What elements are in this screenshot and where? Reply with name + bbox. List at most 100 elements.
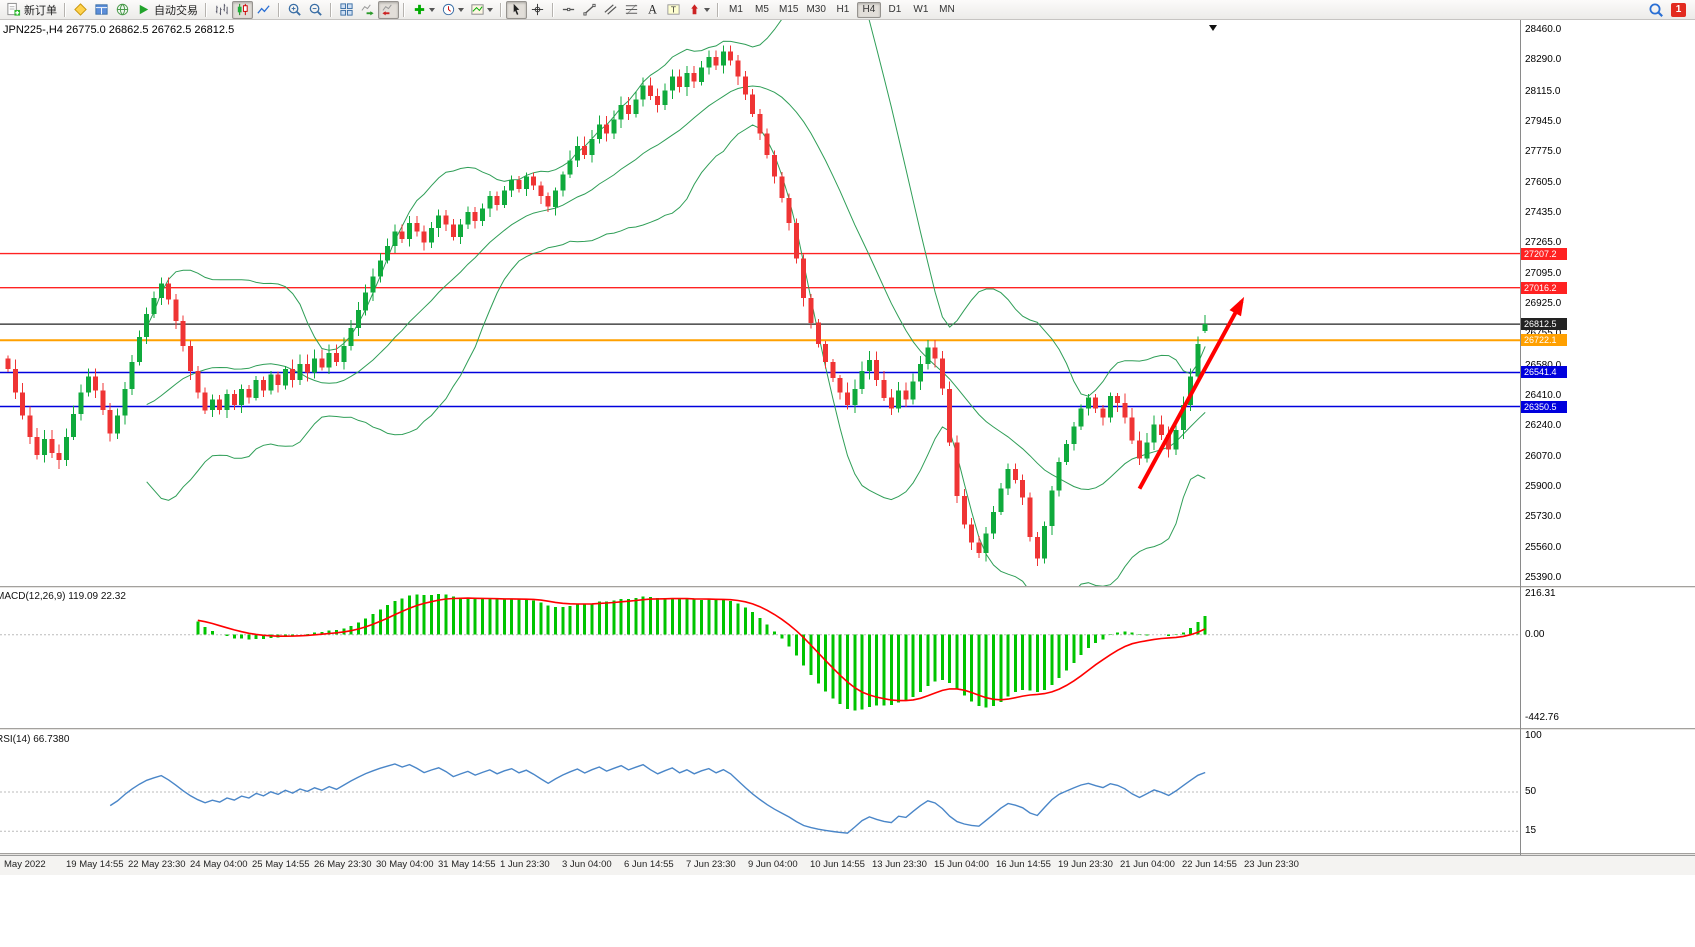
price-axis-label: 28290.0 — [1525, 54, 1562, 65]
time-axis-label: 19 May 14:55 — [66, 859, 124, 870]
horizontal-line-icon — [561, 2, 576, 17]
chart-shift-button[interactable] — [378, 0, 399, 19]
price-axis-label: 26925.0 — [1525, 298, 1562, 309]
cursor-icon — [509, 2, 524, 17]
macd-axis-label: -442.76 — [1525, 712, 1559, 723]
panel-divider — [0, 853, 1695, 855]
price-tag: 26350.5 — [1521, 401, 1567, 413]
chevron-down-icon — [458, 7, 464, 12]
time-axis-label: 30 May 04:00 — [376, 859, 434, 870]
zoom-out-icon — [308, 2, 323, 17]
time-axis-label: 16 Jun 14:55 — [996, 859, 1051, 870]
chart-shift-marker[interactable] — [1209, 25, 1217, 31]
metaeditor-button[interactable] — [70, 1, 91, 19]
text-label-icon: T — [666, 2, 681, 17]
fibonacci-button[interactable] — [621, 1, 642, 19]
macd-label: MACD(12,26,9) 119.09 22.32 — [0, 591, 126, 602]
bollinger-bands — [146, 20, 1206, 586]
channel-icon — [603, 2, 618, 17]
data-window-icon — [94, 2, 109, 17]
time-axis-strip[interactable] — [0, 855, 1695, 875]
timeframe-w1[interactable]: W1 — [913, 4, 929, 15]
price-axis-label: 25560.0 — [1525, 542, 1562, 553]
candlestick-chart-button[interactable] — [232, 0, 253, 19]
timeframe-m1[interactable]: M1 — [729, 4, 743, 15]
cursor-button[interactable] — [506, 0, 527, 19]
price-axis-label: 25390.0 — [1525, 572, 1562, 583]
metaeditor-icon — [73, 2, 88, 17]
timeframe-h4[interactable]: H4 — [856, 1, 881, 18]
community-button[interactable] — [112, 1, 133, 19]
chart-title: JPN225-,H4 26775.0 26862.5 26762.5 26812… — [3, 24, 235, 36]
timeframe-m30[interactable]: M30 — [806, 4, 826, 15]
horizontal-line-button[interactable] — [558, 1, 579, 19]
price-axis-label: 26755.0 — [1525, 328, 1562, 339]
autotrading-button[interactable]: 自动交易 — [133, 1, 201, 19]
time-axis-label: 23 Jun 23:30 — [1244, 859, 1299, 870]
macd-panel-plot[interactable] — [0, 588, 1520, 728]
rsi-line — [109, 763, 1206, 834]
panel-divider[interactable] — [0, 586, 1695, 588]
rsi-panel-plot[interactable] — [0, 730, 1520, 853]
arrows-dropdown[interactable] — [684, 1, 713, 19]
bar-chart-icon — [214, 2, 229, 17]
macd-axis-label: 0.00 — [1525, 629, 1545, 640]
periods-dropdown[interactable] — [438, 1, 467, 19]
autotrading-label: 自动交易 — [154, 4, 198, 17]
price-axis-label: 26070.0 — [1525, 451, 1562, 462]
equidistant-channel-button[interactable] — [600, 1, 621, 19]
search-button[interactable] — [1645, 1, 1667, 19]
crosshair-button[interactable] — [527, 1, 548, 19]
tile-windows-button[interactable] — [336, 1, 357, 19]
candles — [5, 45, 1208, 567]
add-indicator-icon — [412, 2, 427, 17]
text-button[interactable]: A — [642, 1, 663, 19]
bar-chart-button[interactable] — [211, 1, 232, 19]
toolbar-separator — [500, 2, 502, 17]
new-order-icon — [6, 2, 21, 17]
price-axis-label: 26580.0 — [1525, 360, 1562, 371]
time-axis-label: 6 Jun 14:55 — [624, 859, 674, 870]
zoom-out-button[interactable] — [305, 1, 326, 19]
price-axis-label: 28460.0 — [1525, 24, 1562, 35]
macd-histogram — [196, 594, 1207, 711]
templates-dropdown[interactable] — [467, 1, 496, 19]
search-icon — [1648, 2, 1664, 18]
new-order-button[interactable]: 新订单 — [3, 1, 60, 19]
price-tag: 26722.1 — [1521, 334, 1567, 346]
time-axis-label: 24 May 04:00 — [190, 859, 248, 870]
template-icon — [470, 2, 485, 17]
time-axis-label: 10 Jun 14:55 — [810, 859, 865, 870]
auto-scroll-icon — [360, 2, 375, 17]
timeframe-m5[interactable]: M5 — [755, 4, 769, 15]
timeframe-d1[interactable]: D1 — [888, 4, 902, 15]
price-axis-label: 26410.0 — [1525, 390, 1562, 401]
time-axis-label: 21 Jun 04:00 — [1120, 859, 1175, 870]
timeframe-m15[interactable]: M15 — [779, 4, 799, 15]
toolbar-separator — [64, 2, 66, 17]
trendline-button[interactable] — [579, 1, 600, 19]
zoom-in-icon — [287, 2, 302, 17]
price-tag: 26541.4 — [1521, 366, 1567, 378]
price-axis-label: 25900.0 — [1525, 481, 1562, 492]
toolbar-separator — [403, 2, 405, 17]
auto-scroll-button[interactable] — [357, 1, 378, 19]
text-label-button[interactable]: T — [663, 1, 684, 19]
zoom-in-button[interactable] — [284, 1, 305, 19]
time-axis-label: 19 Jun 23:30 — [1058, 859, 1113, 870]
price-chart-plot[interactable] — [0, 20, 1520, 586]
data-window-button[interactable] — [91, 1, 112, 19]
notification-badge[interactable]: 1 — [1671, 2, 1686, 17]
trend-arrow[interactable] — [1137, 296, 1245, 490]
price-axis-label: 27265.0 — [1525, 237, 1562, 248]
indicators-dropdown[interactable] — [409, 1, 438, 19]
line-chart-button[interactable] — [253, 1, 274, 19]
panel-divider[interactable] — [0, 728, 1695, 730]
time-axis-label: 9 Jun 04:00 — [748, 859, 798, 870]
price-tag: 26812.5 — [1521, 318, 1567, 330]
price-axis-label: 25730.0 — [1525, 511, 1562, 522]
timeframe-mn[interactable]: MN — [939, 4, 955, 15]
macd-axis-label: 216.31 — [1525, 588, 1556, 599]
timeframe-h1[interactable]: H1 — [836, 4, 850, 15]
